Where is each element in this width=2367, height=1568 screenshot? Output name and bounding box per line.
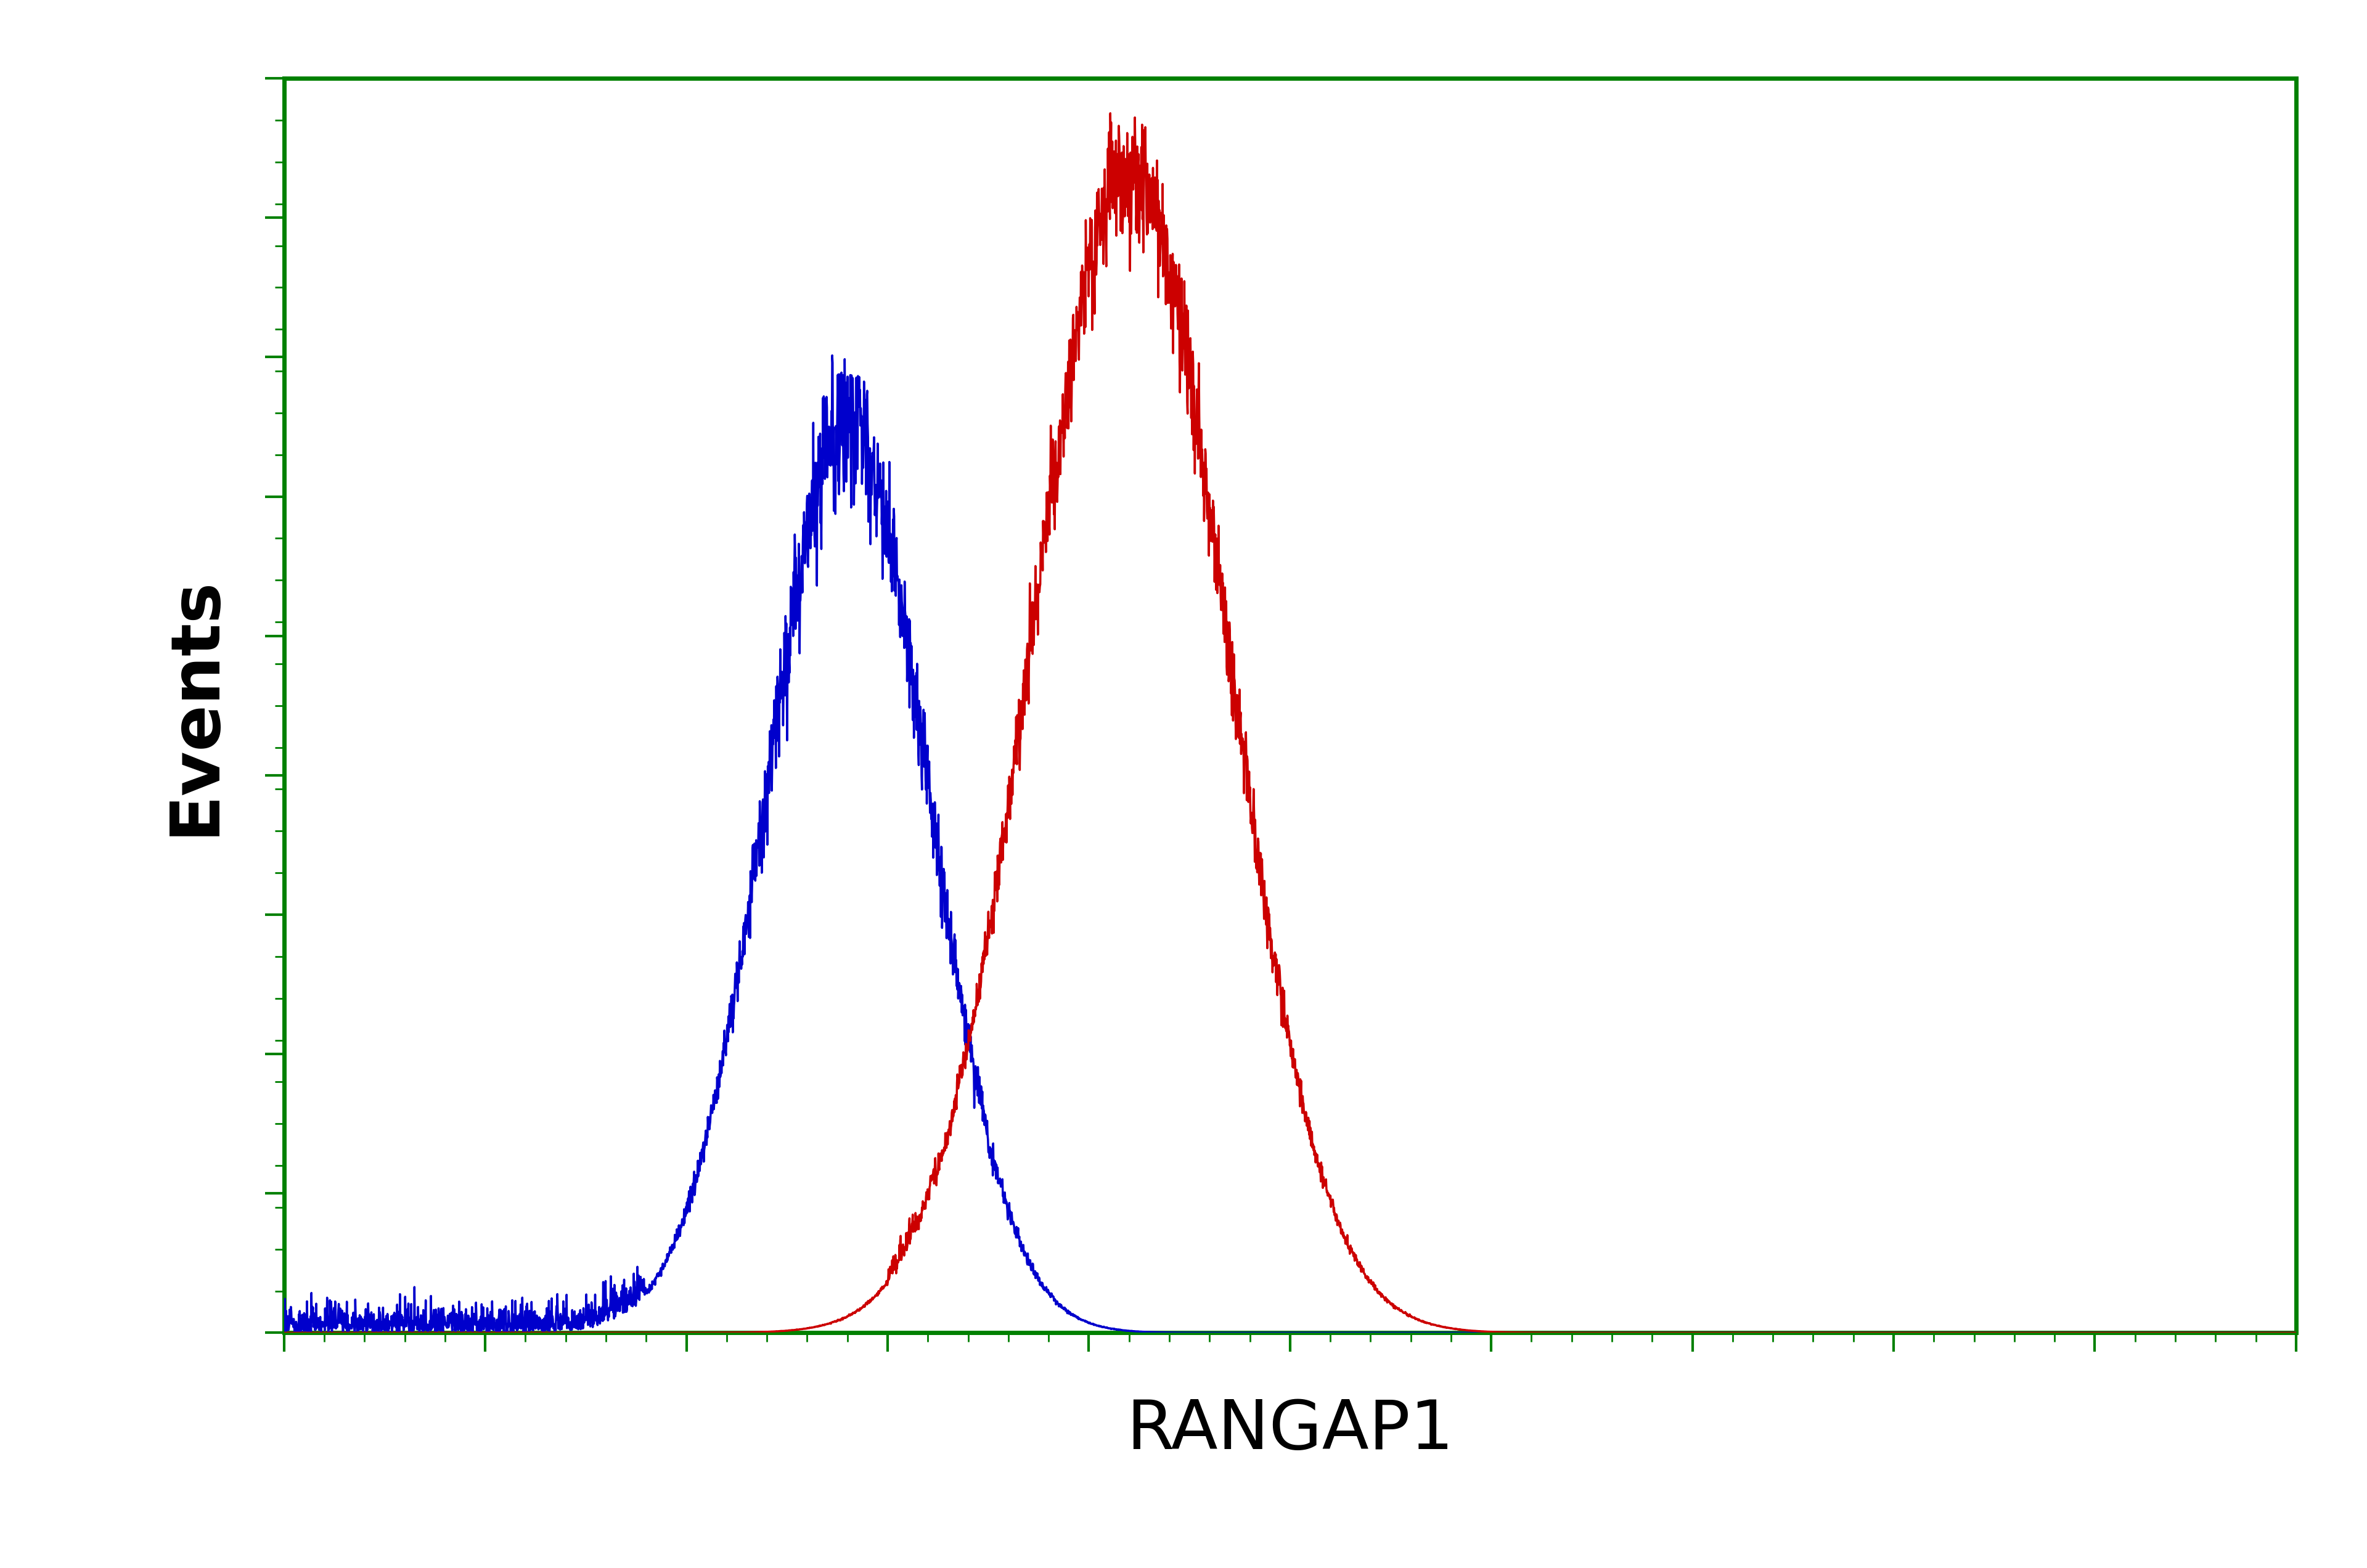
X-axis label: RANGAP1: RANGAP1 <box>1127 1397 1453 1463</box>
Y-axis label: Events: Events <box>161 575 227 836</box>
